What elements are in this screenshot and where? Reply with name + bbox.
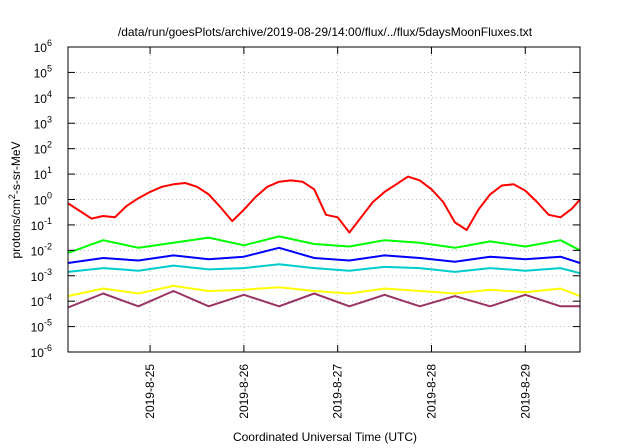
- y-tick-label: 10-6: [31, 343, 52, 360]
- y-tick-label: 106: [34, 38, 52, 55]
- x-tick-label: 2019-8-28: [424, 364, 438, 419]
- y-tick-label: 10-3: [31, 267, 52, 284]
- y-tick-label: 10-1: [31, 216, 52, 233]
- x-tick-label: 2019-8-25: [143, 364, 157, 419]
- series-line-2: [67, 235, 581, 254]
- series-line-5: [67, 284, 581, 298]
- y-axis-label: protons/cm2-s-sr-MeV: [7, 141, 23, 258]
- y-tick-label: 10-5: [31, 318, 52, 335]
- chart-title: /data/run/goesPlots/archive/2019-08-29/1…: [118, 25, 533, 39]
- series-line-4: [67, 263, 581, 275]
- series-layer: [67, 175, 581, 309]
- series-line-3: [67, 246, 581, 264]
- x-tick-label: 2019-8-29: [518, 364, 532, 419]
- y-tick-label: 105: [34, 63, 52, 80]
- x-tick-label: 2019-8-26: [237, 364, 251, 419]
- x-axis: 2019-8-25 2019-8-26 2019-8-27 2019-8-28 2019…: [143, 47, 532, 419]
- y-tick-label: 104: [34, 89, 52, 106]
- grid-lines: [68, 47, 580, 352]
- y-tick-label: 100: [34, 191, 52, 208]
- y-tick-label: 101: [34, 165, 52, 182]
- y-axis: 10-6 10-5 10-4 10-3 10-2 10-1 100 101 102 103 104 1…: [31, 38, 580, 360]
- x-axis-label: Coordinated Universal Time (UTC): [233, 430, 417, 444]
- y-tick-label: 10-2: [31, 241, 52, 258]
- x-tick-label: 2019-8-27: [331, 364, 345, 419]
- y-tick-label: 102: [34, 140, 52, 157]
- series-line-1: [67, 175, 581, 234]
- y-tick-label: 103: [34, 114, 52, 131]
- y-tick-label: 10-4: [31, 292, 52, 309]
- series-line-6: [67, 290, 580, 309]
